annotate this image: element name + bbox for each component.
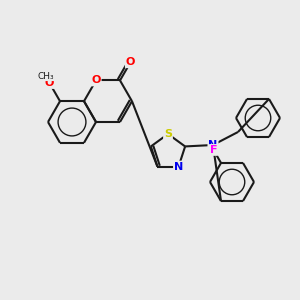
Text: O: O — [91, 75, 101, 85]
Text: F: F — [210, 145, 217, 155]
Text: O: O — [126, 57, 135, 67]
Text: N: N — [208, 140, 217, 150]
Text: S: S — [164, 129, 172, 139]
Text: O: O — [45, 78, 54, 88]
Text: N: N — [174, 162, 183, 172]
Text: CH₃: CH₃ — [37, 72, 54, 81]
